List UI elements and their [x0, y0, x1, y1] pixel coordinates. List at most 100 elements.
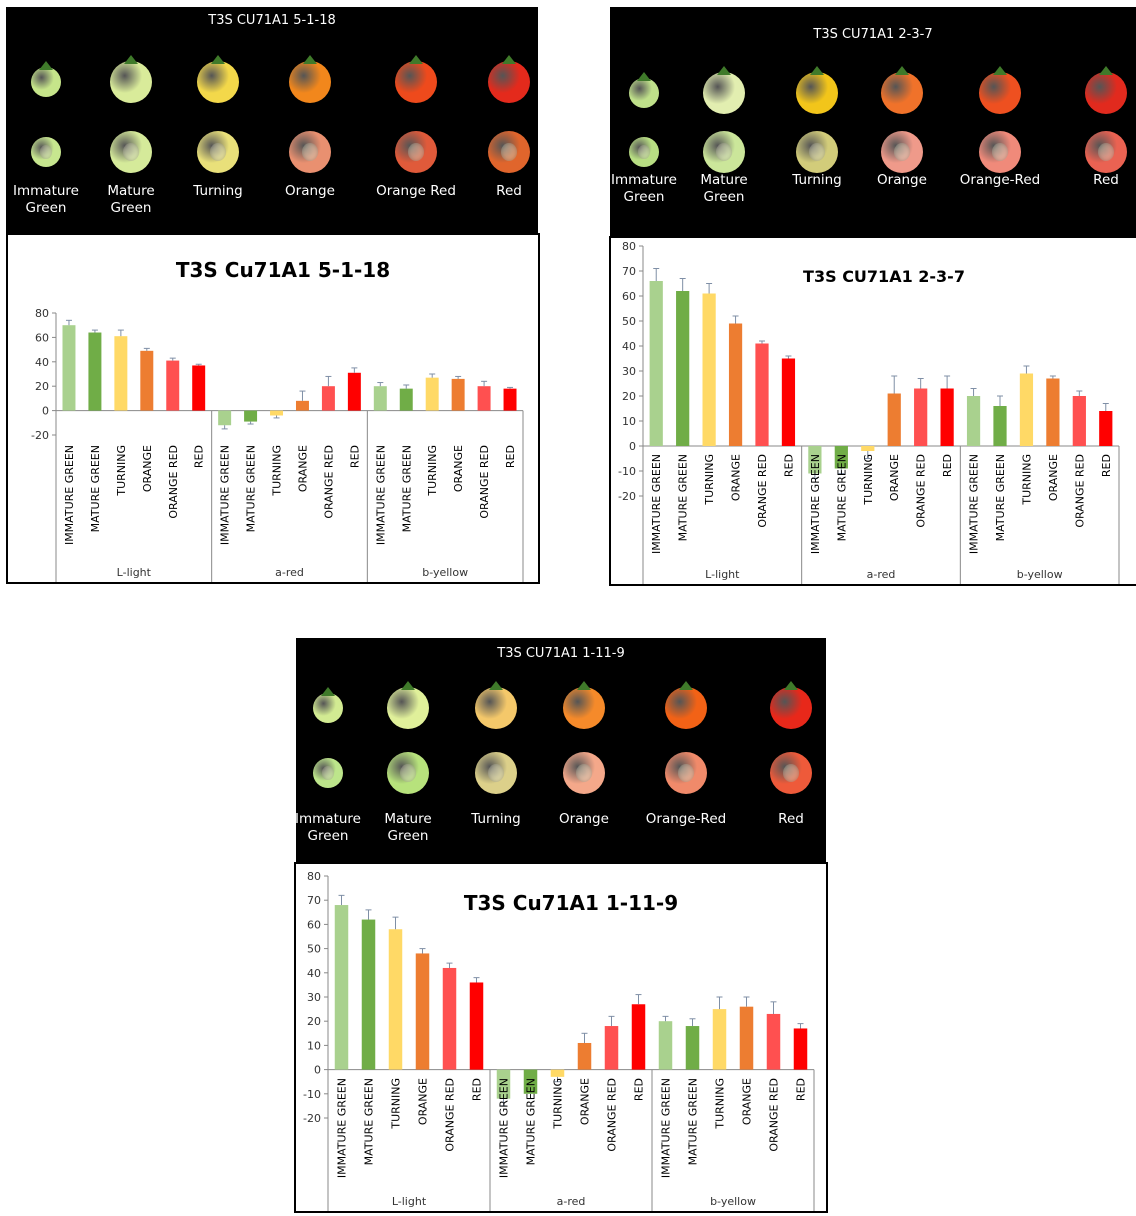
stage-label: Orange — [877, 172, 927, 188]
bar — [295, 400, 309, 411]
fruit-whole-image — [703, 66, 745, 114]
y-tick-label: 80 — [307, 870, 321, 883]
stage-label: Mature Green — [107, 183, 155, 216]
fruit-whole-image — [629, 72, 659, 108]
fruit-whole-image — [197, 55, 239, 103]
group-label: L-light — [705, 568, 740, 581]
stage-label: Orange-Red — [959, 172, 1041, 188]
y-tick-label: 80 — [35, 307, 49, 320]
bar — [702, 293, 716, 446]
fruit-whole-image — [31, 61, 61, 97]
bar — [834, 446, 848, 469]
y-tick-label: 10 — [622, 415, 636, 428]
fruit-whole-image — [563, 681, 605, 729]
category-label: IMMATURE GREEN — [650, 454, 663, 554]
bar — [914, 388, 928, 446]
bar — [523, 1069, 538, 1094]
y-tick-label: 20 — [35, 380, 49, 393]
category-label: ORANGE RED — [915, 454, 928, 528]
bar — [503, 388, 517, 411]
y-tick-label: 20 — [622, 390, 636, 403]
category-label: MATURE GREEN — [89, 445, 102, 532]
y-tick-label: 10 — [307, 1039, 321, 1052]
bar — [88, 332, 102, 411]
fruit-photo: T3S CU71A1 2-3-7 Immature Green Mature Gr… — [610, 7, 1136, 237]
category-label: IMMATURE GREEN — [660, 1078, 673, 1178]
bar — [425, 377, 439, 411]
fruit-cut-image — [475, 752, 517, 794]
category-label: RED — [782, 454, 795, 477]
bar — [244, 410, 258, 422]
stage-label: Red — [496, 183, 522, 199]
stage-label: Orange Red — [376, 183, 456, 199]
category-label: TURNING — [115, 445, 128, 497]
category-label: IMMATURE GREEN — [374, 445, 387, 545]
bar — [62, 325, 76, 411]
fruit-whole-image — [770, 681, 812, 729]
fruit-whole-image — [313, 687, 343, 723]
category-label: MATURE GREEN — [400, 445, 413, 532]
y-tick-label: 20 — [307, 1015, 321, 1028]
fruit-whole-image — [289, 55, 331, 103]
fruit-whole-image — [665, 681, 707, 729]
stage-label: Orange — [285, 183, 335, 199]
category-label: ORANGE — [579, 1078, 592, 1125]
stage-label: Red — [1093, 172, 1119, 188]
y-tick-label: 30 — [307, 991, 321, 1004]
category-label: TURNING — [862, 454, 875, 506]
fruit-cut-image — [488, 131, 530, 173]
fruit-cut-image — [665, 752, 707, 794]
y-tick-label: 40 — [622, 340, 636, 353]
bar — [334, 905, 349, 1070]
fruit-cut-image — [796, 131, 838, 173]
fruit-cut-image — [881, 131, 923, 173]
category-label: MATURE GREEN — [835, 454, 848, 541]
bar — [347, 372, 361, 411]
category-label: IMMATURE GREEN — [63, 445, 76, 545]
category-label: ORANGE — [141, 445, 154, 492]
fruit-whole-image — [979, 66, 1021, 114]
category-label: IMMATURE GREEN — [968, 454, 981, 554]
fruit-whole-image — [881, 66, 923, 114]
bar — [1072, 396, 1086, 446]
bar — [496, 1069, 511, 1099]
chart-title: T3S CU71A1 2-3-7 — [803, 267, 965, 286]
bar — [577, 1042, 592, 1070]
fruit-cut-image — [770, 752, 812, 794]
bar — [114, 336, 128, 411]
photo-title: T3S CU71A1 2-3-7 — [813, 27, 933, 42]
category-label: ORANGE RED — [768, 1078, 781, 1152]
category-label: ORANGE — [741, 1078, 754, 1125]
category-label: MATURE GREEN — [363, 1078, 376, 1165]
stage-label: Immature Green — [295, 811, 361, 844]
category-label: MATURE GREEN — [245, 445, 258, 532]
bar — [469, 982, 484, 1070]
photo-title: T3S CU71A1 1-11-9 — [497, 646, 625, 661]
category-label: ORANGE — [888, 454, 901, 501]
fruit-cut-image — [289, 131, 331, 173]
y-tick-label: 40 — [307, 967, 321, 980]
bar — [739, 1006, 754, 1070]
category-label: TURNING — [390, 1078, 403, 1130]
y-tick-label: 70 — [622, 265, 636, 278]
y-tick-label: 50 — [622, 315, 636, 328]
y-tick-label: 50 — [307, 943, 321, 956]
y-tick-label: 0 — [314, 1064, 321, 1077]
bar — [649, 281, 663, 446]
stage-label: Immature Green — [611, 172, 677, 205]
y-tick-label: -20 — [618, 490, 636, 503]
fruit-cut-image — [197, 131, 239, 173]
y-tick-label: -10 — [618, 465, 636, 478]
group-label: b-yellow — [710, 1195, 756, 1208]
category-label: IMMATURE GREEN — [498, 1078, 511, 1178]
bar — [808, 446, 822, 474]
y-tick-label: -20 — [31, 429, 49, 442]
chart-box: T3S Cu71A1 1-11-9 -20 -10 0 10 20 30 40 50 60 70 80… — [294, 862, 828, 1213]
category-label: ORANGE — [417, 1078, 430, 1125]
bar — [270, 410, 284, 416]
fruit-cut-image — [979, 131, 1021, 173]
bar — [451, 378, 465, 411]
category-label: ORANGE RED — [322, 445, 335, 519]
fruit-cut-image — [395, 131, 437, 173]
stage-label: Turning — [471, 811, 521, 827]
